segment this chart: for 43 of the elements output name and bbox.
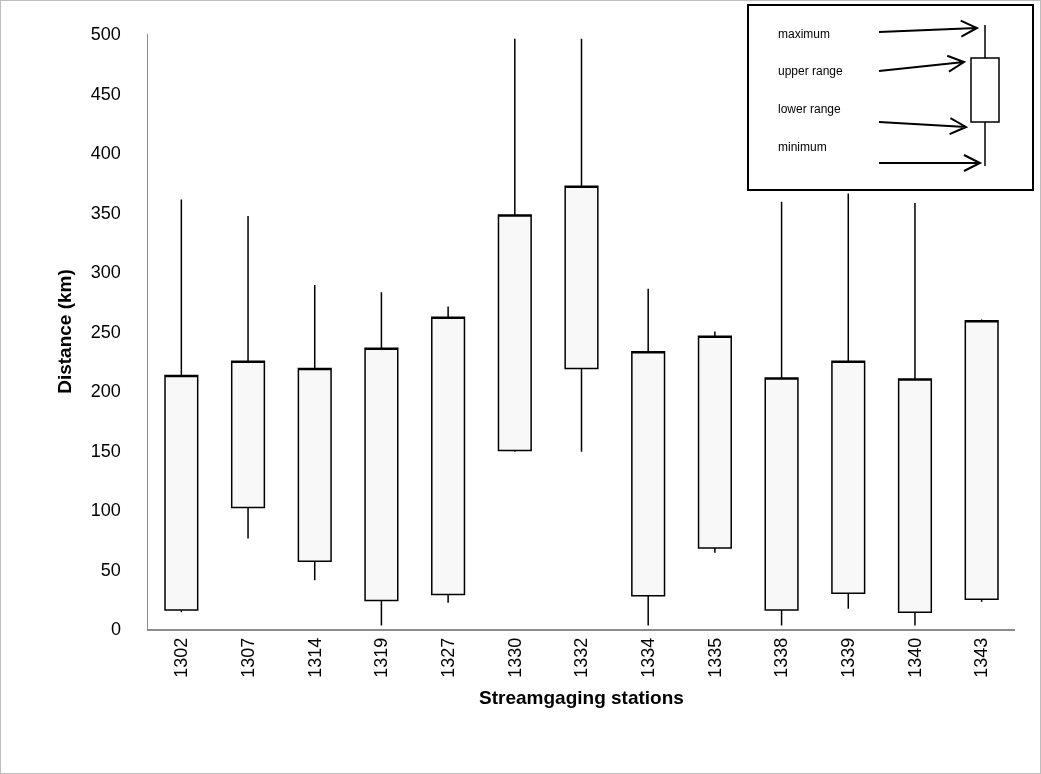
candlestick (831, 192, 866, 610)
y-tick-label: 200 (90, 381, 121, 402)
y-tick-label: 0 (110, 619, 121, 640)
candlestick (764, 201, 799, 627)
candlestick (164, 198, 199, 614)
x-tick-label: 1327 (437, 637, 458, 678)
y-tick-label: 450 (90, 83, 121, 104)
candlestick (230, 215, 266, 540)
candlestick (364, 291, 399, 627)
y-axis-title: Distance (km) (53, 269, 75, 394)
y-tick-label: 400 (90, 143, 121, 164)
candlestick (297, 284, 332, 581)
x-tick-label: 1332 (571, 637, 592, 678)
candlestick (564, 38, 599, 453)
x-tick-label: 1335 (704, 637, 725, 678)
annotation: lower range (778, 102, 841, 116)
candlestick (897, 202, 933, 627)
y-tick-label: 50 (100, 559, 121, 580)
x-tick-label: 1338 (771, 637, 792, 678)
y-tick-label: 300 (90, 262, 121, 283)
annotation: maximum (778, 27, 831, 41)
x-tick-label: 1302 (171, 637, 192, 678)
y-tick-label: 150 (90, 440, 121, 461)
y-tick-label: 250 (90, 321, 121, 342)
annotation: minimum (778, 140, 827, 154)
x-tick-label: 1330 (504, 637, 525, 678)
candlestick (697, 330, 732, 554)
y-tick-label: 500 (90, 24, 121, 45)
x-tick-label: 1307 (237, 637, 258, 678)
candlestick (431, 305, 466, 604)
x-tick-label: 1334 (638, 637, 659, 678)
candlestick (631, 287, 666, 627)
candlestick (964, 318, 999, 603)
x-axis-title: Streamgaging stations (479, 687, 684, 709)
x-tick-label: 1319 (371, 637, 392, 678)
y-tick-label: 350 (90, 202, 121, 223)
annotation: upper range (778, 64, 843, 78)
x-tick-label: 1343 (971, 637, 992, 678)
x-tick-label: 1339 (838, 637, 859, 678)
y-tick-label: 100 (90, 500, 121, 521)
x-tick-label: 1340 (904, 637, 925, 678)
x-tick-label: 1314 (304, 637, 325, 678)
candlestick (497, 38, 532, 453)
